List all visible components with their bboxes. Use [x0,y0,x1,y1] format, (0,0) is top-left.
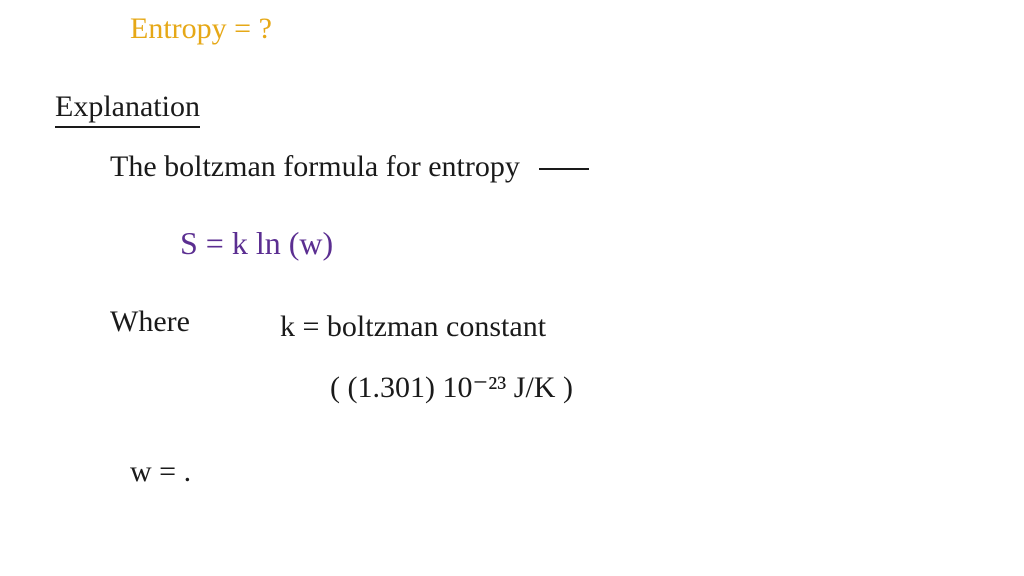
w-definition: w = . [130,455,191,489]
where-label: Where [110,305,190,339]
dash-icon [539,168,589,170]
k-value: ( (1.301) 10⁻²³ J/K ) [330,370,573,405]
title-text: Entropy = ? [130,12,272,46]
explanation-heading-text: Explanation [55,90,200,128]
k-definition: k = boltzman constant [280,310,546,344]
entropy-formula: S = k ln (w) [180,225,333,262]
boltzmann-sentence-text: The boltzman formula for entropy [110,150,520,183]
explanation-heading: Explanation [55,90,200,128]
boltzmann-sentence: The boltzman formula for entropy [110,150,589,184]
